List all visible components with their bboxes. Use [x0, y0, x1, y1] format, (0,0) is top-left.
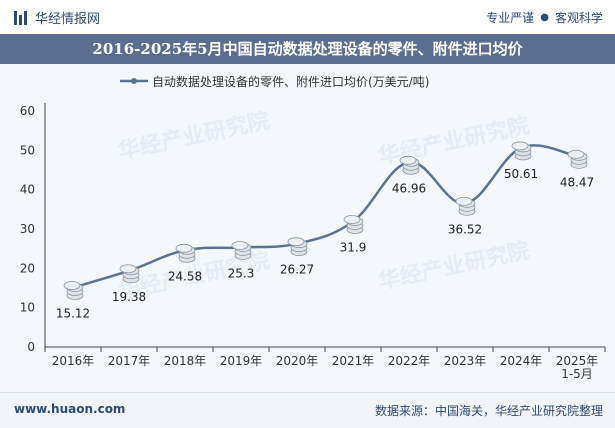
coin [511, 141, 529, 151]
legend-label: 自动数据处理设备的零件、附件进口均价(万美元/吨) [152, 74, 429, 89]
x-tick-label: 2019年 [220, 354, 263, 368]
coin [399, 155, 417, 165]
tagline-right: 客观科学 [554, 11, 603, 25]
x-tick-label: 2025年 [556, 354, 599, 368]
x-tick-label: 2018年 [164, 354, 207, 368]
data-point [119, 264, 140, 284]
y-tick-label: 40 [20, 183, 35, 197]
data-label: 15.12 [56, 307, 90, 321]
data-label: 26.27 [280, 263, 314, 277]
coin [231, 241, 249, 250]
data-labels: 15.12 19.38 24.58 25.3 26.27 31.9 46.96 36.52 50… [56, 167, 594, 321]
tagline: 专业严谨 ● 客观科学 [486, 9, 603, 26]
data-point [63, 281, 84, 300]
x-tick-label: 2016年 [52, 354, 95, 368]
data-point [343, 215, 364, 234]
chart-title: 2016-2025年5月中国自动数据处理设备的零件、附件进口均价 [0, 34, 615, 64]
data-label: 25.3 [228, 266, 255, 280]
coin [455, 196, 473, 206]
data-label: 24.58 [168, 269, 202, 283]
footer: www.huaon.com 数据来源：中国海关，华经产业研究院整理 [0, 392, 615, 428]
brand-logo-icon [14, 10, 28, 25]
tagline-left: 专业严谨 [486, 11, 535, 25]
y-tick-label: 10 [20, 301, 35, 315]
y-tick-label: 30 [20, 222, 35, 236]
data-point [399, 155, 420, 175]
x-tick-label: 2021年 [332, 354, 375, 368]
x-tick-label: 2023年 [444, 354, 487, 368]
series [63, 141, 588, 300]
coin [287, 237, 305, 247]
data-point [511, 141, 532, 161]
y-tick-label: 50 [20, 143, 35, 157]
brand-name: 华经情报网 [35, 12, 101, 27]
watermark: 华经产业研究院 [376, 237, 532, 294]
data-label: 19.38 [112, 290, 146, 304]
x-tick-label: 2017年 [108, 354, 151, 368]
data-point [175, 243, 196, 263]
coin [343, 215, 361, 224]
brand[interactable]: 华经情报网 [14, 8, 100, 27]
series-line [72, 144, 578, 289]
watermark: 华经产业研究院 [116, 107, 272, 164]
axes: 0 10 20 30 40 50 60 2016年 2017年 2018年 2019年 2020年 20… [20, 103, 606, 381]
legend: 自动数据处理设备的零件、附件进口均价(万美元/吨) [120, 74, 429, 89]
watermark: 华经产业研究院 [376, 112, 532, 169]
footer-site-link[interactable]: www.huaon.com [14, 402, 126, 416]
x-tick-label: 2022年 [388, 354, 431, 368]
coin [175, 243, 193, 253]
x-tick-label: 2020年 [276, 354, 319, 368]
x-tick-label: 2024年 [500, 354, 543, 368]
y-tick-label: 20 [20, 261, 35, 275]
footer-source: 数据来源：中国海关，华经产业研究院整理 [374, 404, 603, 418]
top-bar: 华经情报网 专业严谨 ● 客观科学 [0, 0, 615, 34]
data-label: 48.47 [560, 175, 594, 189]
data-label: 50.61 [504, 167, 538, 181]
coin [567, 149, 585, 159]
data-point [567, 149, 588, 169]
line-chart: 华经产业研究院 华经产业研究院 华经产业研究院 华经产业研究院 自动数据处理设备… [20, 74, 606, 381]
legend-marker [131, 78, 137, 84]
data-point [231, 241, 252, 260]
data-label: 46.96 [392, 181, 426, 195]
y-tick-label: 60 [20, 104, 35, 118]
data-point [287, 237, 308, 257]
x-tick-label: 1-5月 [561, 367, 593, 381]
y-tick-label: 0 [27, 340, 35, 354]
bullet-icon: ● [540, 12, 549, 23]
data-point [455, 196, 476, 216]
coin [63, 281, 81, 290]
data-label: 31.9 [340, 241, 367, 255]
coin [119, 264, 137, 274]
data-label: 36.52 [448, 222, 482, 236]
